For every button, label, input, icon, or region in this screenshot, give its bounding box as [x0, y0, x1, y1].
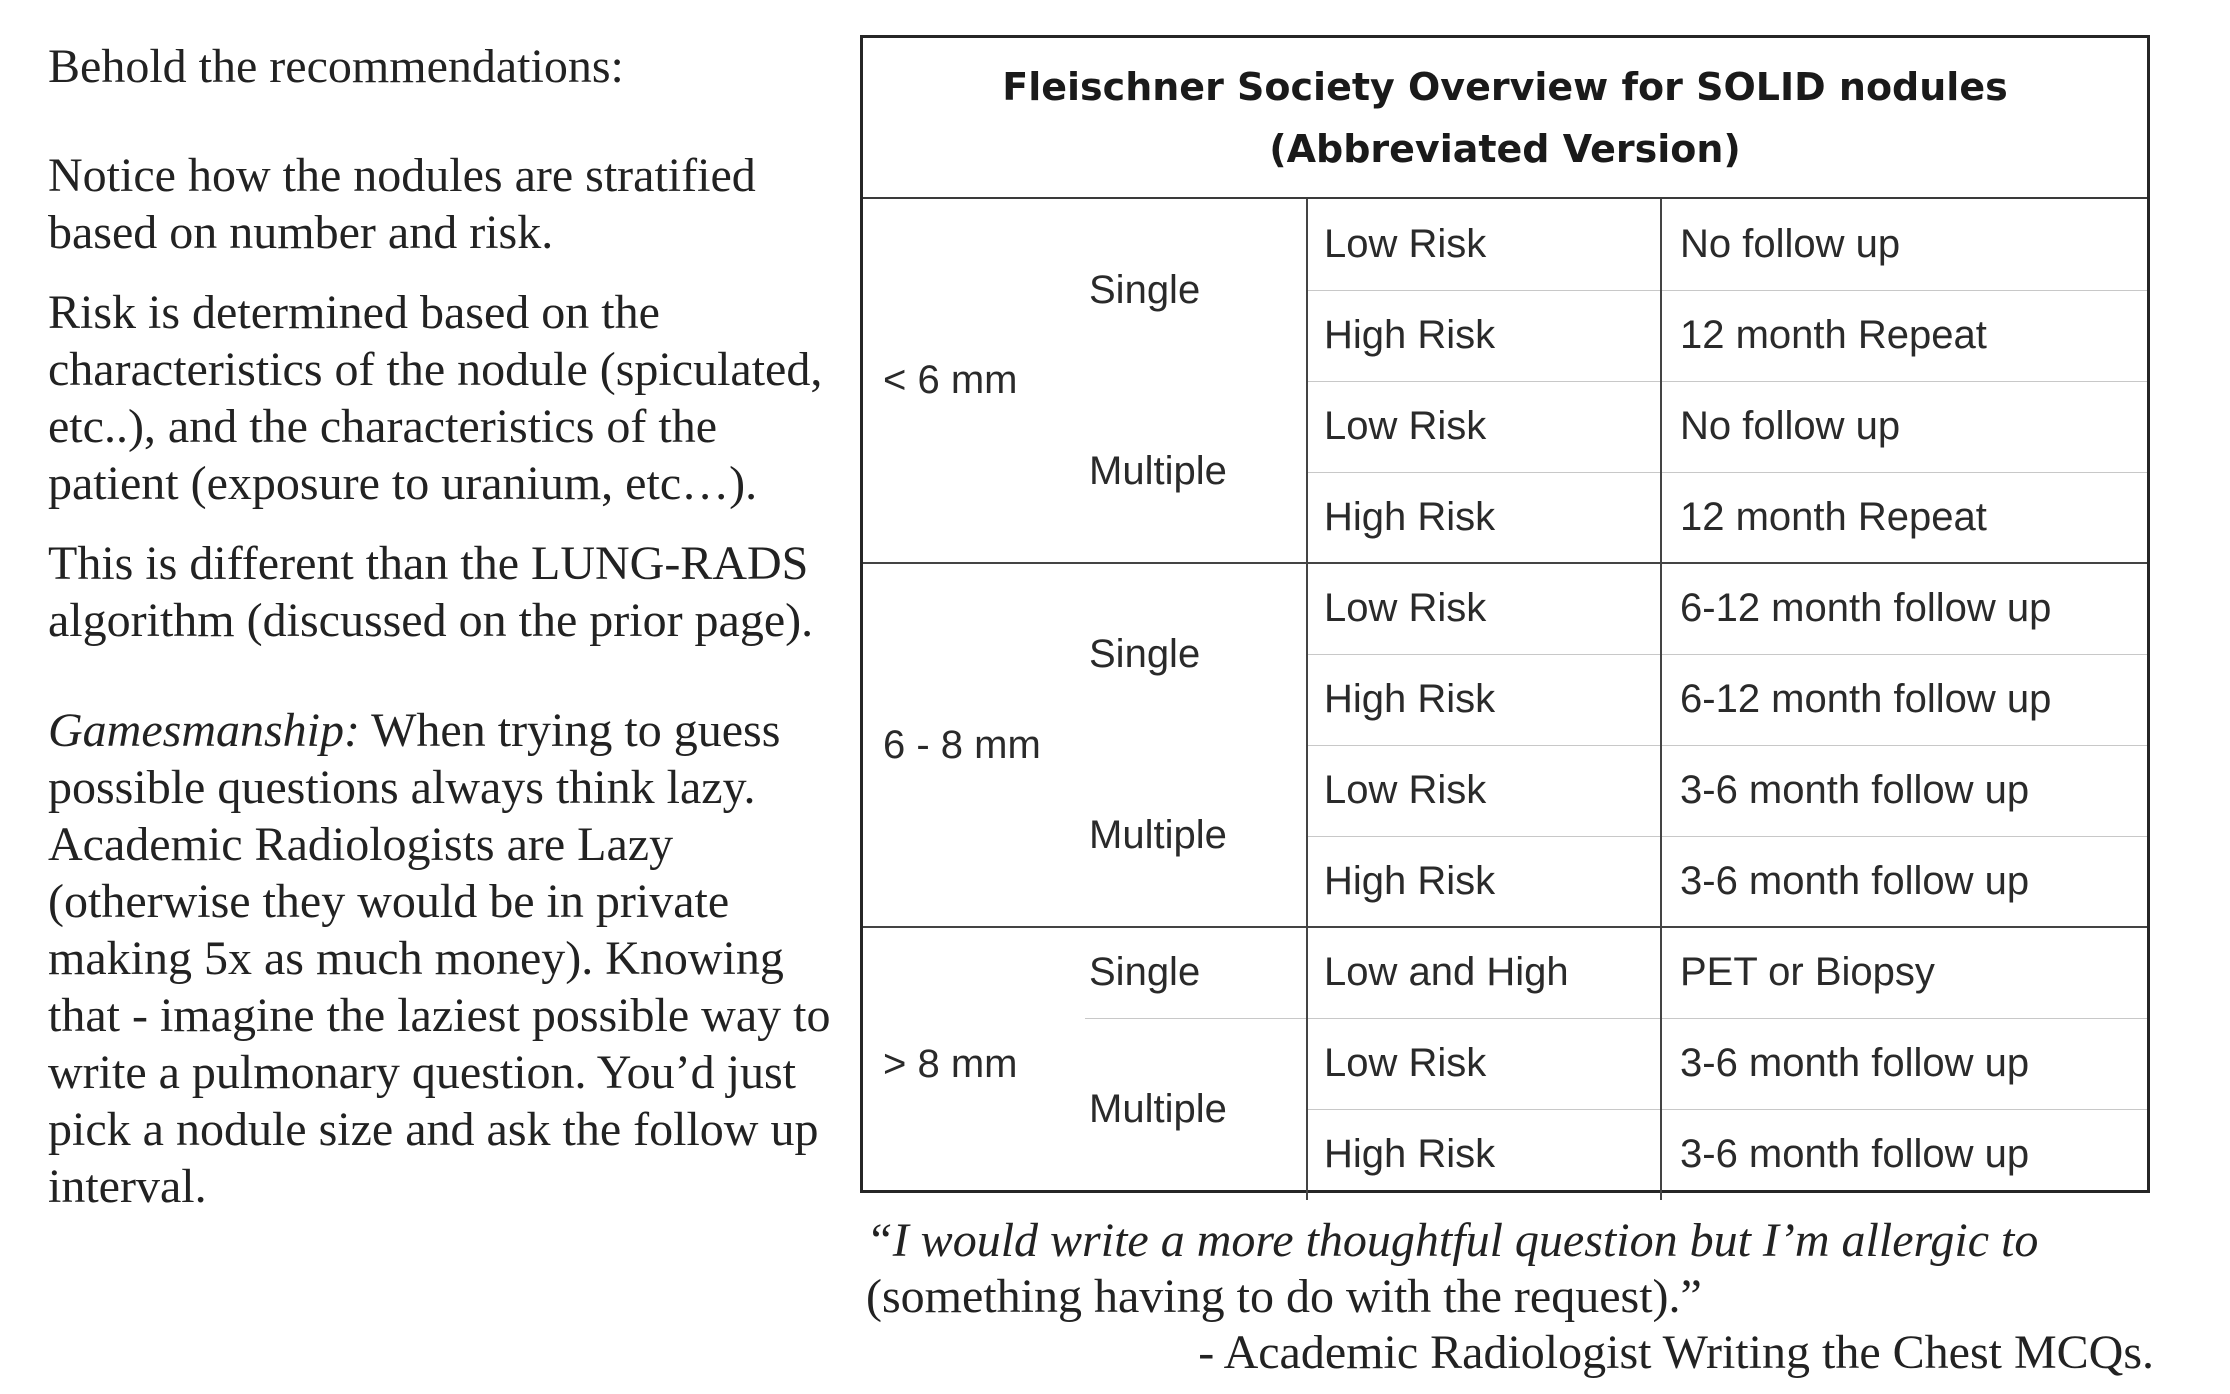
risk-cell: High Risk — [1306, 289, 1661, 381]
left-column-text: Behold the recommendations: Notice how t… — [48, 38, 848, 1215]
table-row: High Risk 6-12 month follow up — [863, 653, 2147, 745]
table-row: 6 - 8 mm Single Low Risk 6-12 month foll… — [863, 562, 2147, 927]
quote-attribution: - Academic Radiologist Writing the Chest… — [1198, 1326, 2154, 1379]
table-title-line-1: Fleischner Society Overview for SOLID no… — [1002, 64, 2008, 109]
followup-cell: 12 month Repeat — [1660, 471, 2147, 563]
size-cell: 6 - 8 mm — [863, 562, 1085, 927]
intro-paragraph: Behold the recommendations: — [48, 40, 624, 93]
size-cell: < 6 mm — [883, 358, 1018, 402]
size-cell: > 8 mm — [863, 926, 1085, 1200]
followup-cell: 3-6 month follow up — [1660, 1017, 2147, 1109]
table-title-line-2: (Abbreviated Version) — [1269, 126, 1741, 171]
fleischner-table: Fleischner Society Overview for SOLID no… — [860, 35, 2150, 1200]
count-cell: Multiple — [1089, 449, 1227, 493]
risk-cell: High Risk — [1306, 653, 1661, 745]
recommendation-grid: < 6 mm Single Low Risk No follow up High… — [863, 199, 2147, 1200]
count-cell: Single — [1089, 267, 1201, 312]
quote-line-plain: (something having to do with the request… — [866, 1270, 1702, 1323]
gamesmanship-text: When trying to guess possible questions … — [48, 704, 831, 1213]
table-row: High Risk 3-6 month follow up — [863, 835, 2147, 927]
count-cell: Multiple — [1085, 1017, 1307, 1200]
risk-cell: Low Risk — [1306, 1017, 1661, 1109]
followup-cell: PET or Biopsy — [1660, 926, 2147, 1018]
followup-cell: No follow up — [1660, 199, 2147, 290]
followup-cell: 3-6 month follow up — [1660, 1108, 2147, 1200]
count-cell: Single — [1085, 926, 1307, 1018]
followup-cell: 3-6 month follow up — [1660, 744, 2147, 836]
risk-cell: High Risk — [1306, 471, 1661, 563]
followup-cell: 6-12 month follow up — [1660, 653, 2147, 745]
followup-cell: 12 month Repeat — [1660, 289, 2147, 381]
gamesmanship-label: Gamesmanship: — [48, 704, 360, 757]
risk-cell: High Risk — [1306, 1108, 1661, 1200]
count-cell: Single — [1085, 562, 1307, 745]
lung-rads-paragraph: This is different than the LUNG-RADS alg… — [48, 537, 814, 647]
table-row: High Risk 3-6 month follow up — [863, 1108, 2147, 1200]
risk-cell: Low Risk — [1306, 562, 1661, 654]
risk-paragraph: Risk is determined based on the characte… — [48, 286, 823, 510]
risk-cell: Low and High — [1306, 926, 1661, 1018]
followup-cell: 6-12 month follow up — [1660, 562, 2147, 654]
table-title: Fleischner Society Overview for SOLID no… — [863, 38, 2147, 199]
table-row: > 8 mm Single Low and High PET or Biopsy — [863, 926, 2147, 1200]
notice-paragraph: Notice how the nodules are stratified ba… — [48, 149, 756, 259]
quote-line-italic: “I would write a more thoughtful questio… — [866, 1214, 2039, 1267]
table-row: Multiple Low Risk 3-6 month follow up — [863, 744, 2147, 857]
gamesmanship-paragraph: Gamesmanship: When trying to guess possi… — [48, 702, 848, 1215]
table-row: Multiple Low Risk No follow up — [863, 380, 2147, 493]
quote-block: “I would write a more thoughtful questio… — [866, 1213, 2156, 1381]
risk-cell: High Risk — [1306, 835, 1661, 927]
table-row: Multiple Low Risk 3-6 month follow up — [863, 1017, 2147, 1200]
table-row: High Risk 12 month Repeat — [863, 471, 2147, 563]
risk-cell: Low Risk — [1306, 199, 1661, 290]
count-cell: Multiple — [1089, 813, 1227, 857]
risk-cell: Low Risk — [1306, 380, 1661, 472]
followup-cell: 3-6 month follow up — [1660, 835, 2147, 927]
followup-cell: No follow up — [1660, 380, 2147, 472]
risk-cell: Low Risk — [1306, 744, 1661, 836]
table-row: High Risk 12 month Repeat — [863, 289, 2147, 381]
table-row: < 6 mm Single Low Risk No follow up — [863, 199, 2147, 402]
